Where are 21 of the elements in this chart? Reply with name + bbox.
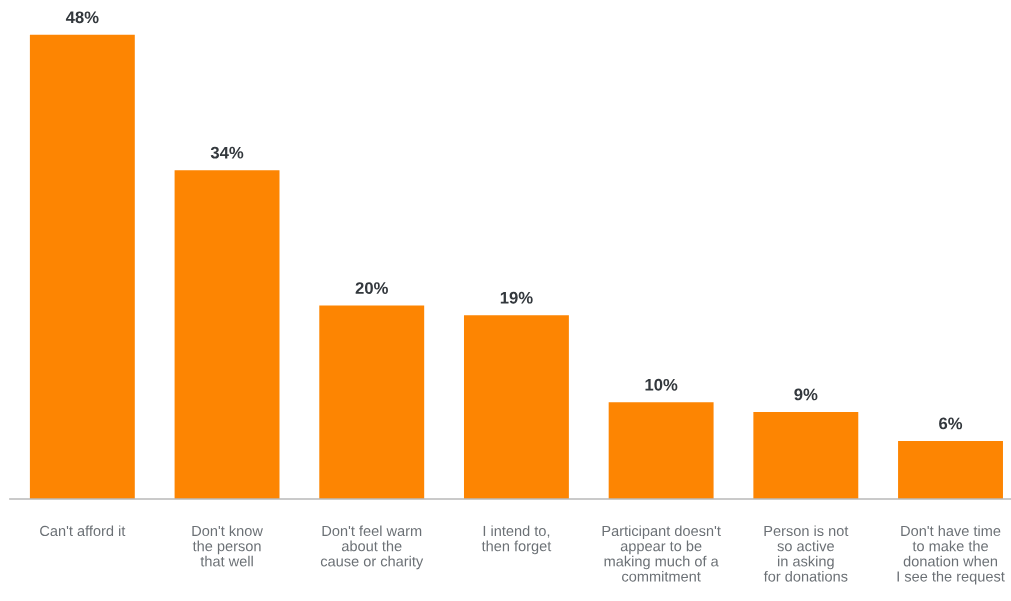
x-tick-label: Don't feel warm about the cause or charity [320,525,424,570]
bar [29,34,135,499]
x-tick-label: Participant doesn't appear to be making much of a commitment [602,525,721,582]
bar [463,315,569,499]
x-tick-label: I intend to, then forget [481,525,552,555]
data-label: 34% [210,146,244,159]
x-tick-label: Don't have time to make the donation when I see the request [897,525,1005,585]
data-label: 20% [355,282,388,294]
bar [319,305,425,499]
x-tick-label: Can't afford it [40,525,126,537]
data-label: 48% [65,11,99,24]
bar [608,402,714,499]
x-tick-label: Don't know the person that well [192,525,263,567]
data-label: 10% [645,378,678,391]
data-label: 9% [794,388,818,401]
x-tick-label: Person is not so active in asking for donations [763,525,849,582]
bar [174,170,280,499]
data-label: 19% [500,291,533,304]
bar [898,440,1003,499]
data-label: 6% [939,417,963,430]
bar [753,411,859,499]
